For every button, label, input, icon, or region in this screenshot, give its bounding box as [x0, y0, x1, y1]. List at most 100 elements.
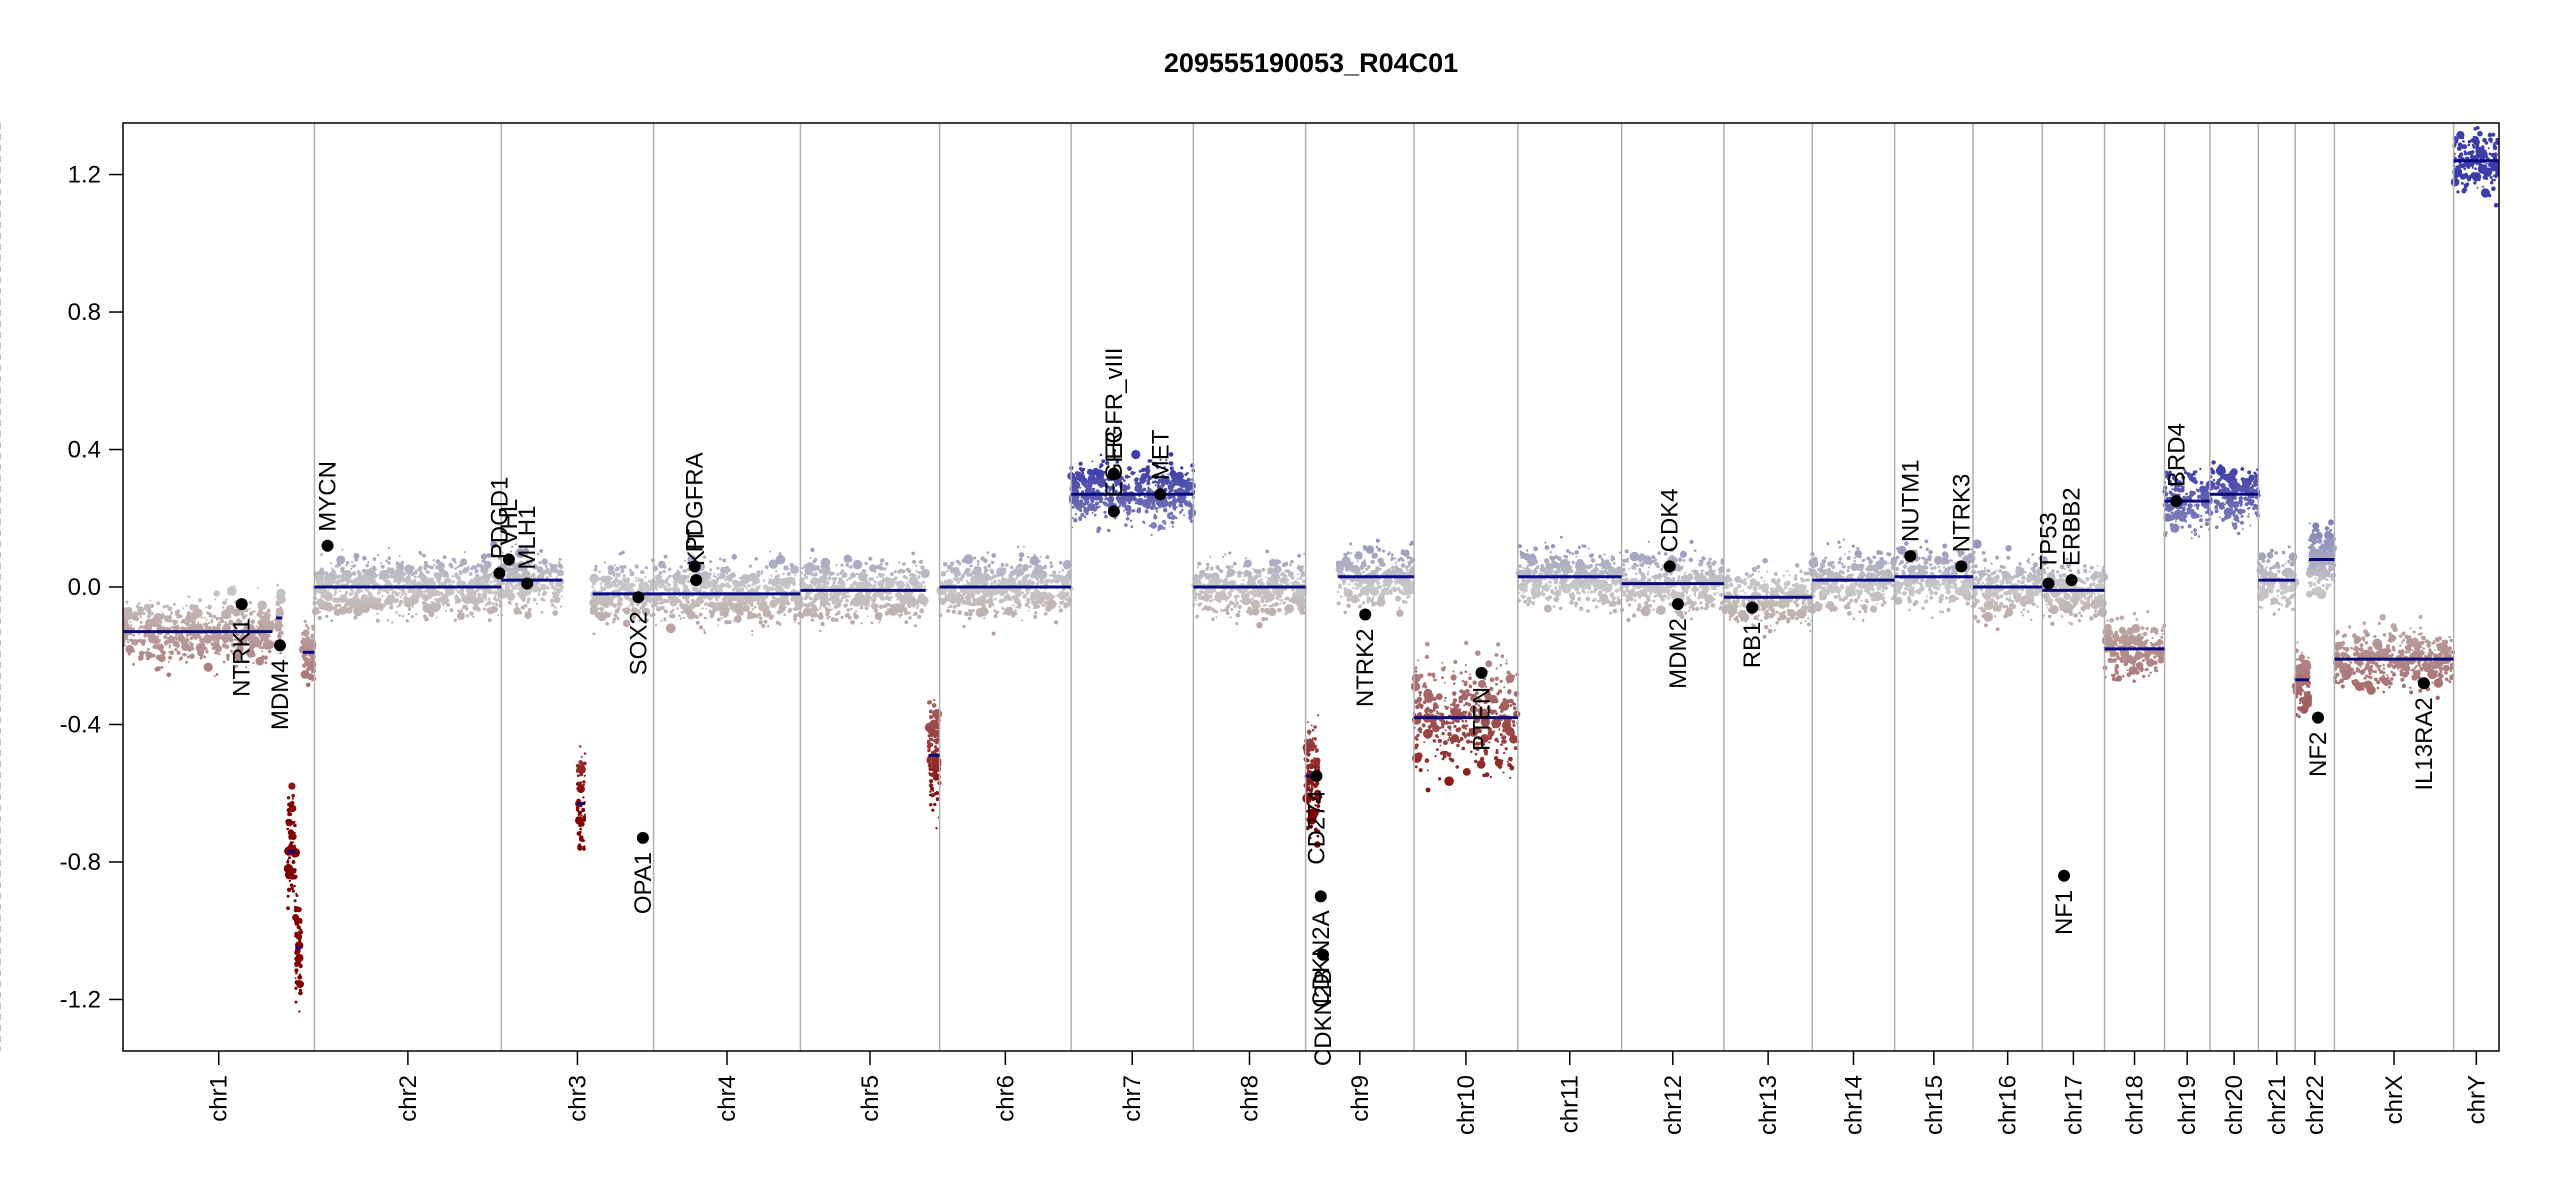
probe-point [301, 654, 305, 658]
probe-point [482, 573, 486, 577]
probe-point [947, 564, 952, 569]
probe-point [147, 648, 150, 651]
probe-point [853, 614, 859, 620]
probe-point [580, 845, 583, 848]
probe-point [1231, 565, 1234, 568]
probe-point [682, 569, 685, 572]
probe-point [244, 626, 248, 630]
probe-point [839, 571, 843, 575]
probe-point [396, 606, 399, 609]
probe-point [514, 543, 517, 546]
probe-point [749, 576, 752, 578]
probe-point [720, 572, 726, 578]
probe-point [1125, 517, 1130, 521]
probe-point [908, 576, 919, 586]
probe-point [394, 598, 399, 603]
probe-point [248, 607, 251, 610]
probe-point [778, 552, 782, 555]
probe-point [418, 575, 422, 579]
probe-point [634, 580, 638, 583]
probe-point [956, 591, 961, 596]
probe-point [1012, 568, 1019, 575]
probe-point [760, 572, 764, 575]
probe-point [734, 605, 744, 615]
probe-point [686, 610, 696, 620]
probe-point [759, 595, 764, 600]
probe-point [1036, 578, 1039, 582]
probe-point [747, 584, 750, 587]
probe-point [375, 618, 380, 623]
probe-point [1284, 561, 1289, 566]
probe-point [548, 573, 552, 576]
probe-point [348, 599, 358, 609]
probe-point [1183, 514, 1186, 517]
probe-point [181, 642, 190, 652]
probe-point [1174, 476, 1178, 480]
probe-point [583, 774, 586, 777]
probe-point [368, 604, 373, 608]
probe-point [634, 564, 639, 569]
probe-point [395, 592, 400, 597]
probe-point [536, 552, 540, 556]
probe-point [348, 592, 353, 596]
probe-point [345, 564, 348, 567]
probe-point [1089, 471, 1093, 475]
probe-point [143, 603, 152, 612]
probe-point [1263, 604, 1266, 607]
probe-point [264, 661, 268, 665]
probe-point [477, 592, 482, 598]
probe-point [1018, 557, 1023, 562]
probe-point [318, 581, 324, 586]
probe-point [501, 581, 505, 585]
probe-point [931, 766, 934, 769]
probe-point [675, 584, 678, 587]
probe-point [214, 651, 218, 655]
probe-point [983, 617, 986, 620]
probe-point [390, 588, 394, 591]
probe-point [665, 623, 676, 634]
probe-point [1061, 569, 1065, 572]
probe-point [395, 611, 398, 614]
probe-point [994, 588, 997, 591]
probe-point [1127, 483, 1130, 486]
probe-point [340, 569, 345, 573]
probe-point [555, 582, 558, 586]
probe-point [784, 595, 789, 600]
probe-point [166, 672, 172, 678]
probe-point [380, 564, 385, 569]
probe-point [867, 615, 869, 617]
probe-point [962, 590, 967, 596]
probe-point [1180, 466, 1184, 470]
probe-point [1003, 595, 1008, 600]
probe-point [663, 554, 668, 559]
probe-point [328, 598, 332, 601]
probe-point [814, 613, 819, 618]
probe-point [292, 841, 295, 844]
probe-point [317, 615, 322, 621]
probe-point [420, 553, 423, 556]
probe-point [600, 577, 603, 581]
probe-point [262, 633, 265, 635]
probe-point [793, 621, 796, 623]
probe-point [1226, 596, 1230, 600]
probe-point [386, 619, 389, 622]
probe-point [825, 609, 831, 614]
probe-point [579, 827, 582, 831]
probe-point [1021, 619, 1024, 622]
probe-point [536, 585, 539, 588]
probe-point [1269, 577, 1272, 580]
probe-point [1197, 561, 1202, 566]
probe-point [408, 606, 411, 609]
probe-point [918, 593, 926, 600]
probe-point [438, 567, 443, 571]
probe-point [1185, 487, 1190, 492]
probe-point [302, 637, 305, 640]
probe-point [1048, 574, 1052, 577]
probe-point [280, 631, 284, 635]
probe-point [1178, 481, 1181, 485]
probe-point [953, 567, 956, 570]
probe-point [1034, 611, 1038, 615]
probe-point [1237, 604, 1242, 610]
probe-point [404, 602, 410, 607]
probe-point [579, 782, 582, 785]
